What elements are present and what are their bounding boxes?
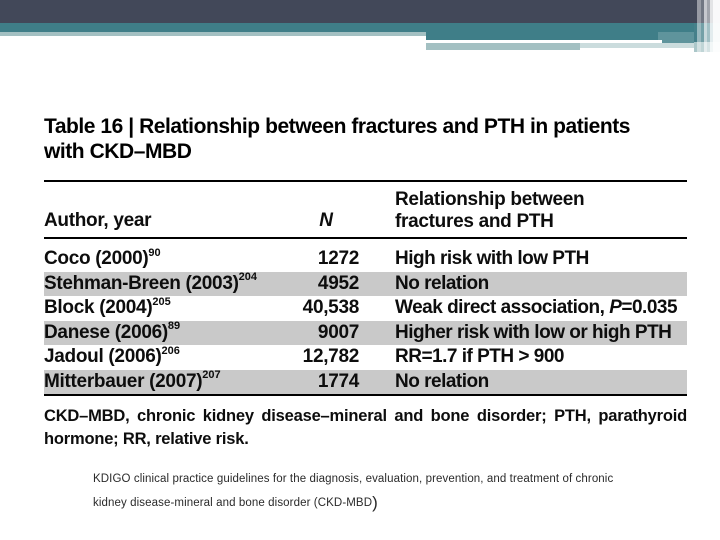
relationship-cell: RR=1.7 if PTH > 900 xyxy=(395,346,564,367)
table-header-row: Author, year N Relationship between frac… xyxy=(44,180,687,239)
table-row: Danese (2006)89 9007 Higher risk with lo… xyxy=(44,320,687,345)
author-cell: Coco (2000)90 xyxy=(44,246,161,269)
column-header-n: N xyxy=(319,210,333,231)
sage-accent-bar-right xyxy=(426,43,580,50)
table-title-line2: with CKD–MBD xyxy=(44,140,192,163)
n-cell: 12,782 xyxy=(302,346,360,367)
citation: KDIGO clinical practice guidelines for t… xyxy=(93,467,650,515)
relationship-cell: High risk with low PTH xyxy=(395,248,589,269)
author-cell: Mitterbauer (2007)207 xyxy=(44,369,221,392)
table-title: Table 16 | Relationship between fracture… xyxy=(44,114,687,164)
table-title-line1: Table 16 | Relationship between fracture… xyxy=(44,115,631,138)
citation-text: KDIGO clinical practice guidelines for t… xyxy=(93,473,614,509)
reference-superscript: 206 xyxy=(161,344,180,357)
citation-closing-paren: ) xyxy=(372,493,378,512)
table-figure: Table 16 | Relationship between fracture… xyxy=(44,114,687,451)
reference-superscript: 207 xyxy=(202,369,221,382)
sage-accent-bar xyxy=(0,32,426,36)
relationship-cell: No relation xyxy=(395,370,489,392)
author-cell: Block (2004)205 xyxy=(44,295,171,318)
n-cell: 1272 xyxy=(317,248,359,269)
white-divider-line xyxy=(422,40,662,43)
table-row: Mitterbauer (2007)207 1774 No relation xyxy=(44,369,687,394)
reference-superscript: 204 xyxy=(238,271,257,284)
pale-accent-bar-right xyxy=(580,43,697,48)
relationship-cell: Weak direct association, P=0.035 xyxy=(395,297,678,318)
n-cell: 4952 xyxy=(317,272,359,294)
teal-accent-block xyxy=(426,23,697,40)
dark-header-bar xyxy=(0,0,697,23)
reference-superscript: 205 xyxy=(152,295,171,308)
column-header-relationship: Relationship between fractures and PTH xyxy=(395,189,585,232)
light-teal-accent xyxy=(658,32,697,44)
author-cell: Stehman-Breen (2003)204 xyxy=(44,271,257,294)
reference-superscript: 90 xyxy=(148,246,161,259)
table-row: Stehman-Breen (2003)204 4952 No relation xyxy=(44,271,687,296)
relationship-cell: No relation xyxy=(395,272,489,294)
teal-accent-bar xyxy=(0,23,697,32)
table-footnote: CKD–MBD, chronic kidney disease–mineral … xyxy=(44,407,687,448)
author-cell: Danese (2006)89 xyxy=(44,320,181,343)
table-body: Coco (2000)90 1272 High risk with low PT… xyxy=(44,239,687,396)
table-row: Jadoul (2006)206 12,782 RR=1.7 if PTH > … xyxy=(44,345,687,370)
author-cell: Jadoul (2006)206 xyxy=(44,344,180,367)
n-cell: 40,538 xyxy=(302,297,360,318)
reference-superscript: 89 xyxy=(167,320,181,333)
table-row: Block (2004)205 40,538 Weak direct assoc… xyxy=(44,296,687,321)
slide-top-banner xyxy=(0,0,720,60)
column-header-author: Author, year xyxy=(44,210,152,231)
table-row: Coco (2000)90 1272 High risk with low PT… xyxy=(44,247,687,272)
n-cell: 9007 xyxy=(317,321,359,343)
relationship-cell: Higher risk with low or high PTH xyxy=(395,321,672,343)
corner-stripes-decoration xyxy=(694,0,720,52)
n-cell: 1774 xyxy=(317,370,359,392)
